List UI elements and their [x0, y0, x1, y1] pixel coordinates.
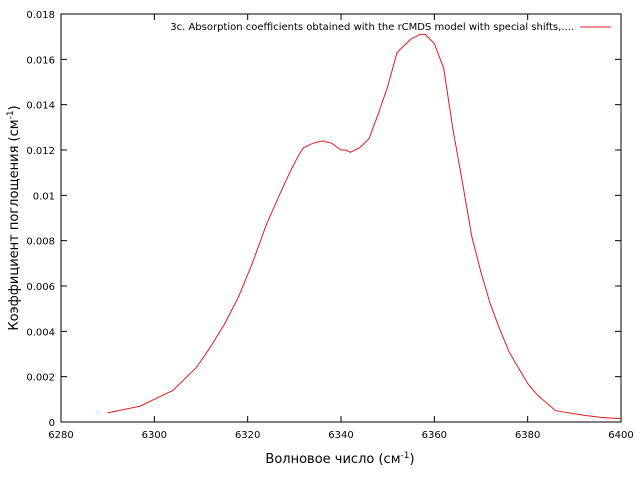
- x-axis-title-end: ): [409, 452, 414, 467]
- x-tick-label: 6340: [328, 430, 353, 441]
- y-tick-label: 0.002: [26, 373, 55, 384]
- plot-frame: [60, 13, 622, 423]
- y-tick-label: 0: [49, 418, 55, 429]
- y-tick-label: 0.016: [26, 55, 55, 66]
- x-tick-label: 6280: [48, 430, 73, 441]
- y-axis-title: Коэффициент поглощения (см-1): [6, 105, 22, 330]
- y-axis-ticks: 0 0.002 0.004 0.006 0.008 0.01 0.012 0.014 0.016…: [26, 10, 621, 429]
- y-tick-label: 0.008: [26, 237, 55, 248]
- y-tick-label: 0.004: [26, 327, 55, 338]
- y-tick-label: 0.018: [26, 10, 55, 21]
- x-tick-label: 6380: [515, 430, 540, 441]
- y-axis-title-end: ): [7, 105, 22, 110]
- y-axis-title-sup: -1: [6, 110, 16, 119]
- y-axis-title-main: Коэффициент поглощения (см: [7, 119, 22, 330]
- x-axis-title-sup: -1: [401, 451, 410, 461]
- x-axis-ticks: 6280 6300 6320 6340 6360 6380 6400: [48, 14, 634, 441]
- y-tick-label: 0.006: [26, 282, 55, 293]
- y-tick-label: 0.014: [26, 101, 55, 112]
- x-tick-label: 6360: [422, 430, 447, 441]
- legend: 3c. Absorption coefficients obtained wit…: [170, 22, 611, 33]
- y-tick-label: 0.01: [33, 191, 55, 202]
- y-tick-label: 0.012: [26, 146, 55, 157]
- x-axis-title-main: Волновое число (см: [265, 452, 400, 467]
- x-tick-label: 6400: [608, 430, 633, 441]
- x-tick-label: 6320: [235, 430, 260, 441]
- series-line: [107, 33, 622, 420]
- legend-label: 3c. Absorption coefficients obtained wit…: [170, 22, 574, 33]
- x-tick-label: 6300: [142, 430, 167, 441]
- x-axis-title: Волновое число (см-1): [265, 451, 414, 467]
